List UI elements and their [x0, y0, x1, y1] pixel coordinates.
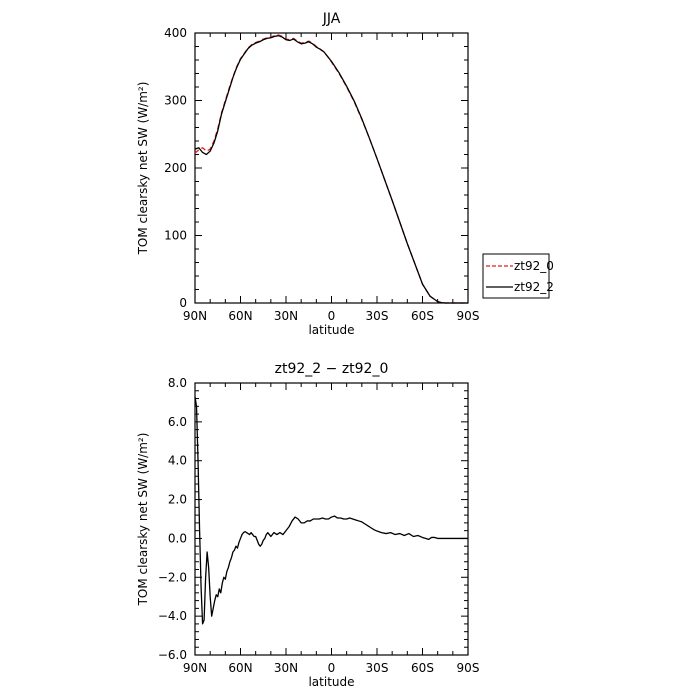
y-tick-label: 300: [164, 94, 187, 108]
y-axis-label: TOM clearsky net SW (W/m²): [136, 82, 150, 256]
top-chart: 90N 60N 30N 0 30S 60S 90S 0 100 200 300 400 JJA latit…: [136, 11, 479, 337]
x-tick-label: 60N: [228, 309, 252, 323]
plot-frame: [194, 32, 469, 304]
series-line: [194, 396, 468, 625]
y-tick-label: −2.0: [158, 570, 187, 584]
legend-label-zt92-0: zt92_0: [514, 259, 554, 273]
y-tick-label: −6.0: [158, 648, 187, 662]
plot-frame: [194, 382, 469, 656]
x-axis-label: latitude: [308, 323, 354, 337]
x-tick-label: 30N: [274, 309, 298, 323]
y-axis-label: TOM clearsky net SW (W/m²): [136, 433, 150, 607]
bottom-chart: 90N 60N 30N 0 30S 60S 90S −6.0 −4.0 −2.0 0.0 2.0 4.0…: [136, 361, 479, 689]
y-tick-label: 8.0: [168, 376, 187, 390]
y-tick-label: 0: [179, 296, 187, 310]
x-tick-label: 0: [328, 661, 336, 675]
x-tick-label: 60N: [228, 661, 252, 675]
x-tick-label: 30S: [366, 309, 389, 323]
x-tick-label: 90N: [183, 661, 207, 675]
y-tick-label: 2.0: [168, 493, 187, 507]
y-tick-label: 6.0: [168, 415, 187, 429]
x-axis-label: latitude: [308, 675, 354, 689]
x-tick-label: 30N: [274, 661, 298, 675]
y-tick-label: −4.0: [158, 609, 187, 623]
x-tick-label: 90N: [183, 309, 207, 323]
legend: zt92_0 zt92_2: [482, 253, 554, 299]
x-tick-label: 90S: [457, 661, 480, 675]
y-tick-label: 400: [164, 26, 187, 40]
series-line-zt92-2: [194, 35, 468, 304]
series-line-zt92-0: [194, 34, 468, 304]
chart-title: zt92_2 − zt92_0: [275, 361, 389, 377]
y-tick-label: 100: [164, 229, 187, 243]
chart-title: JJA: [322, 11, 341, 27]
y-tick-label: 0.0: [168, 531, 187, 545]
legend-label-zt92-2: zt92_2: [514, 280, 554, 294]
legend-box: [482, 253, 550, 299]
y-tick-label: 4.0: [168, 454, 187, 468]
x-tick-label: 30S: [366, 661, 389, 675]
x-tick-label: 60S: [411, 661, 434, 675]
x-tick-label: 90S: [457, 309, 480, 323]
y-tick-label: 200: [164, 161, 187, 175]
x-tick-label: 0: [328, 309, 336, 323]
x-tick-label: 60S: [411, 309, 434, 323]
